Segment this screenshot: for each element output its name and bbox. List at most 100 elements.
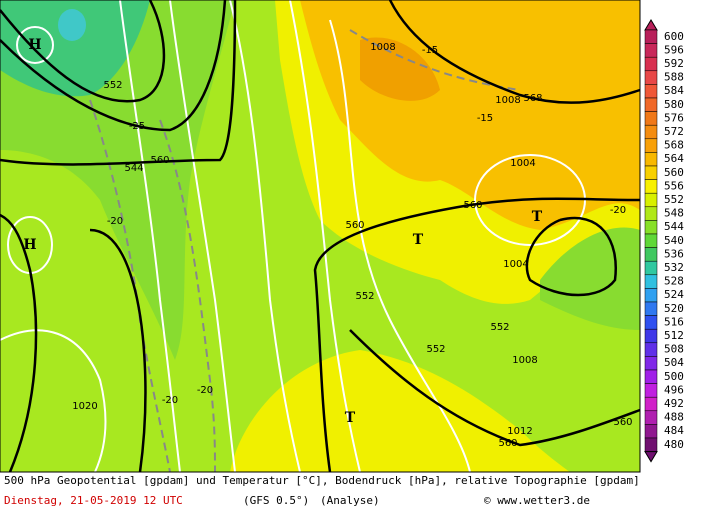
legend-swatch bbox=[644, 179, 658, 194]
map-label: -25 bbox=[129, 121, 145, 132]
legend-swatch bbox=[644, 56, 658, 72]
footer-model: (GFS 0.5°) bbox=[243, 494, 309, 507]
legend-label: 528 bbox=[664, 275, 684, 288]
legend-swatch bbox=[644, 369, 658, 384]
map-label: H bbox=[28, 37, 41, 53]
legend-label: 588 bbox=[664, 71, 684, 84]
map-label: 1008 bbox=[512, 355, 537, 366]
legend-label: 484 bbox=[664, 424, 684, 437]
legend-swatch bbox=[644, 274, 658, 289]
map-label: -15 bbox=[477, 113, 493, 124]
legend-label: 560 bbox=[664, 166, 684, 179]
legend-label: 540 bbox=[664, 234, 684, 247]
legend-swatch bbox=[644, 328, 658, 344]
legend-label: 512 bbox=[664, 329, 684, 342]
map-label: T bbox=[532, 209, 543, 225]
map-label: 560 bbox=[345, 220, 364, 231]
legend-label: 520 bbox=[664, 302, 684, 315]
legend-swatch bbox=[644, 288, 658, 303]
legend-label: 572 bbox=[664, 125, 684, 138]
legend-label: 576 bbox=[664, 111, 684, 124]
footer-credit: © www.wetter3.de bbox=[484, 494, 590, 507]
legend-label: 564 bbox=[664, 152, 684, 165]
map: H H 552 560 560 560 568 560 560 -25 -20 -20 -20 -15 -1… bbox=[0, 0, 641, 473]
legend-swatch bbox=[644, 301, 658, 316]
legend-swatch bbox=[644, 396, 658, 412]
legend-label: 548 bbox=[664, 207, 684, 220]
legend-label: 496 bbox=[664, 383, 684, 396]
region bbox=[58, 9, 86, 41]
legend-label: 508 bbox=[664, 343, 684, 356]
map-label: 552 bbox=[426, 344, 445, 355]
region bbox=[230, 350, 570, 472]
legend-swatch bbox=[644, 410, 658, 425]
map-label: T bbox=[413, 232, 424, 248]
legend-label: 524 bbox=[664, 288, 684, 301]
legend-label: 488 bbox=[664, 411, 684, 424]
map-label: 1020 bbox=[72, 401, 97, 412]
map-label: 552 bbox=[103, 80, 122, 91]
legend-swatch bbox=[644, 84, 658, 99]
legend-label: 568 bbox=[664, 139, 684, 152]
legend-swatch bbox=[644, 315, 658, 330]
legend-label: 492 bbox=[664, 397, 684, 410]
legend-label: 504 bbox=[664, 356, 684, 369]
map-label: 568 bbox=[523, 93, 542, 104]
legend-swatch bbox=[644, 29, 658, 44]
map-label: 1012 bbox=[507, 426, 532, 437]
legend-swatch bbox=[644, 247, 658, 262]
map-label: 560 bbox=[463, 200, 482, 211]
legend-swatch bbox=[644, 111, 658, 126]
map-label: -20 bbox=[162, 395, 178, 406]
map-label: 552 bbox=[355, 291, 374, 302]
map-label: T bbox=[345, 410, 356, 426]
legend-swatch bbox=[644, 260, 658, 276]
legend-label: 536 bbox=[664, 247, 684, 260]
legend-swatch bbox=[644, 138, 658, 153]
map-label: 1004 bbox=[510, 158, 535, 169]
legend-swatch bbox=[644, 152, 658, 167]
map-label: 1004 bbox=[503, 259, 528, 270]
map-label: 560 bbox=[613, 417, 632, 428]
map-label: -15 bbox=[422, 45, 438, 56]
legend-swatch bbox=[644, 233, 658, 248]
legend-label: 580 bbox=[664, 98, 684, 111]
map-label: -20 bbox=[197, 385, 213, 396]
footer-description: 500 hPa Geopotential [gpdam] und Tempera… bbox=[4, 474, 640, 487]
legend-swatch bbox=[644, 165, 658, 180]
legend-label: 552 bbox=[664, 193, 684, 206]
legend-label: 532 bbox=[664, 261, 684, 274]
map-label: 560 bbox=[498, 438, 517, 449]
legend-swatch bbox=[644, 43, 658, 58]
legend-swatch bbox=[644, 383, 658, 398]
map-label: -20 bbox=[107, 216, 123, 227]
legend-swatch bbox=[644, 424, 658, 439]
legend-label: 516 bbox=[664, 315, 684, 328]
legend-label: 600 bbox=[664, 30, 684, 43]
isotherms bbox=[0, 0, 586, 473]
legend-label: 500 bbox=[664, 370, 684, 383]
legend-swatch bbox=[644, 342, 658, 357]
legend-swatch bbox=[644, 356, 658, 371]
legend-swatch bbox=[644, 437, 658, 452]
footer-run: (Analyse) bbox=[320, 494, 380, 507]
footer-date: Dienstag, 21-05-2019 12 UTC bbox=[4, 494, 183, 507]
map-label: 560 bbox=[150, 155, 169, 166]
map-label: 552 bbox=[490, 322, 509, 333]
legend-label: 556 bbox=[664, 179, 684, 192]
map-label: 1008 bbox=[495, 95, 520, 106]
geopotential-lines bbox=[0, 0, 641, 473]
legend-swatch bbox=[644, 220, 658, 235]
legend-label: 596 bbox=[664, 43, 684, 56]
legend-arrow-bottom bbox=[644, 451, 658, 463]
region bbox=[360, 37, 440, 101]
legend-label: 480 bbox=[664, 438, 684, 451]
map-label: H bbox=[23, 237, 36, 253]
legend-label: 544 bbox=[664, 220, 684, 233]
legend-label: 584 bbox=[664, 84, 684, 97]
map-label: 544 bbox=[124, 163, 143, 174]
legend-swatch bbox=[644, 97, 658, 112]
map-label: 1008 bbox=[370, 42, 395, 53]
legend: 6005965925885845805765725685645605565525… bbox=[644, 19, 684, 463]
